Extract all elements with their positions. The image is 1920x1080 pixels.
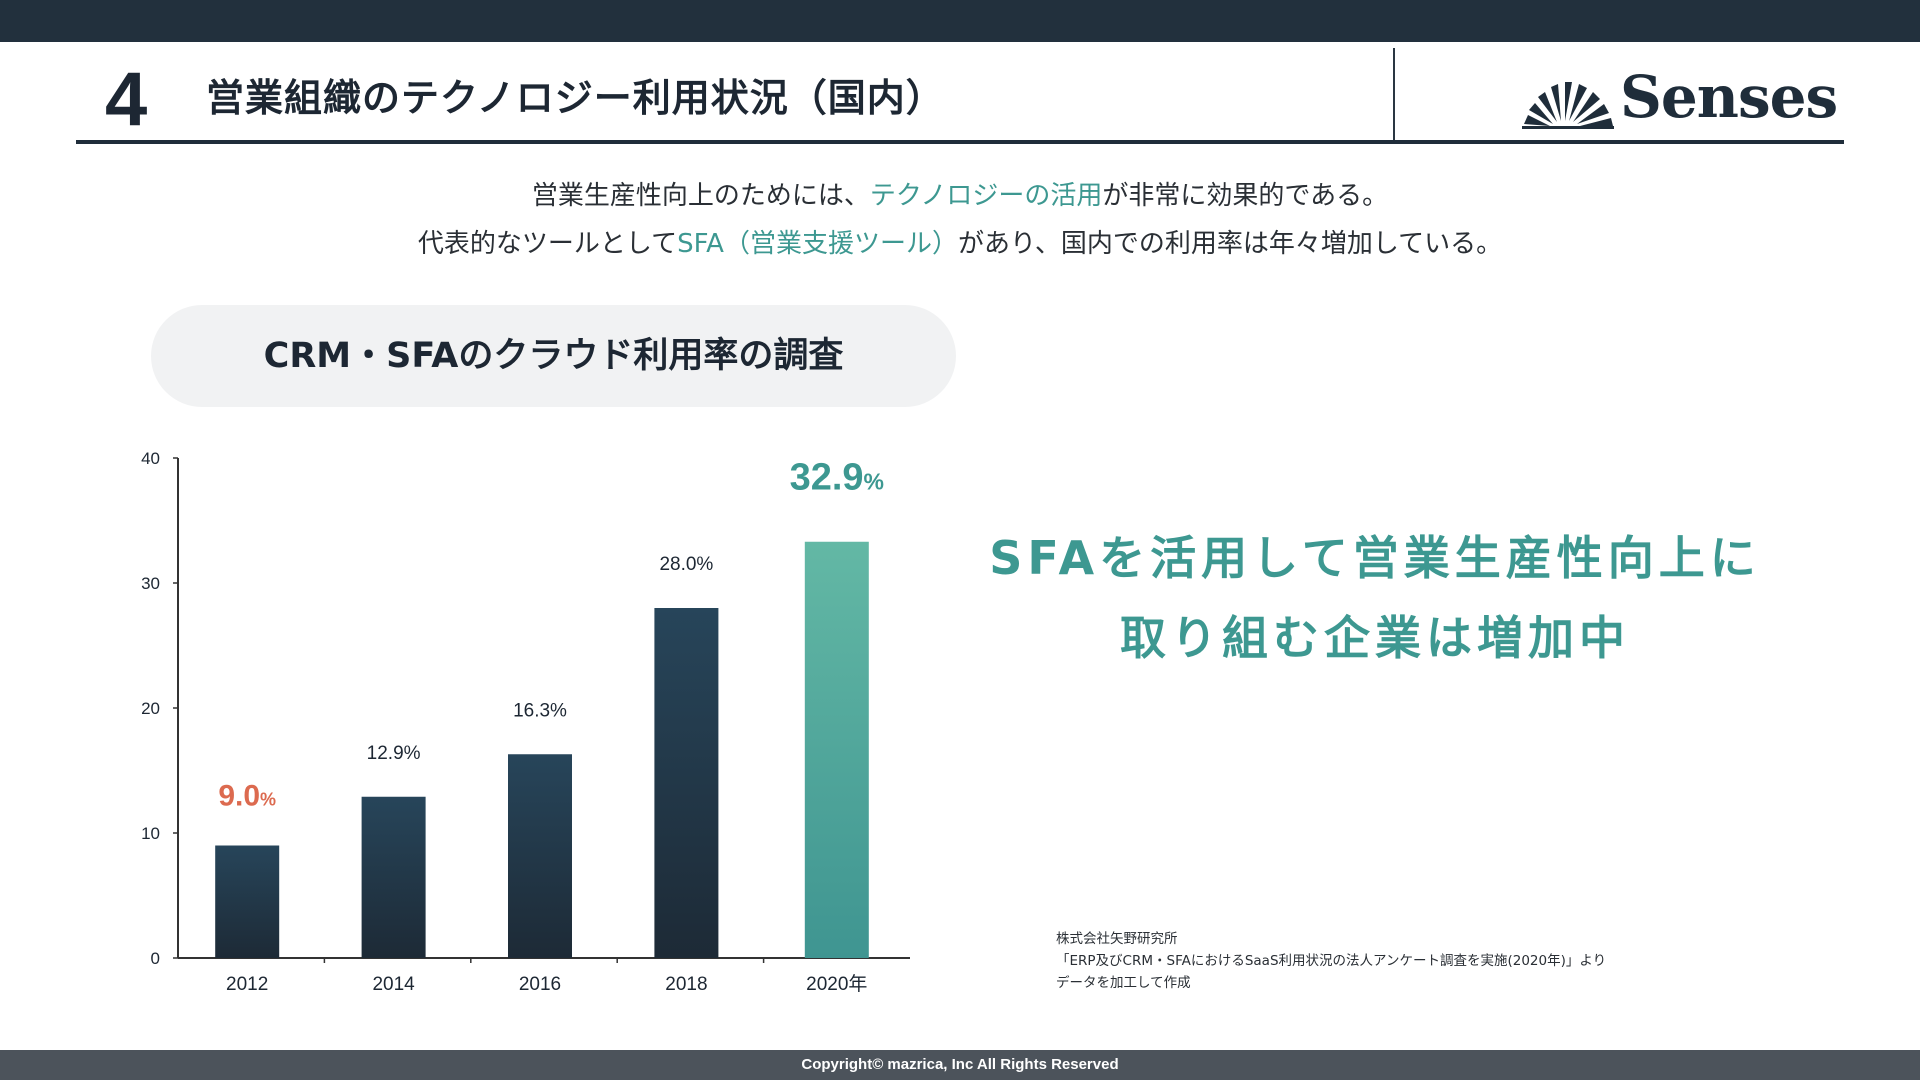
sun-rays-icon xyxy=(1522,82,1614,129)
x-tick-label: 2012 xyxy=(226,974,268,995)
bar xyxy=(361,796,426,958)
headline-line-1: SFAを活用して営業生産性向上に xyxy=(989,531,1761,585)
intro-line-2-b: があり、国内での利用率は年々増加している。 xyxy=(957,229,1503,259)
source-line-2: 「ERP及びCRM・SFAにおけるSaaS利用状況の法人アンケート調査を実施(2… xyxy=(1056,953,1607,969)
section-number: 4 xyxy=(105,57,148,142)
source-note: 株式会社矢野研究所 「ERP及びCRM・SFAにおけるSaaS利用状況の法人アン… xyxy=(1056,928,1606,994)
intro-line-2: 代表的なツールとしてSFA（営業支援ツール）があり、国内での利用率は年々増加して… xyxy=(0,220,1920,268)
x-tick-label: 2014 xyxy=(372,974,415,995)
intro-line-1-a: 営業生産性向上のためには、 xyxy=(531,181,870,211)
page-title: 営業組織のテクノロジー利用状況（国内） xyxy=(206,76,945,120)
bar xyxy=(215,845,280,958)
data-label: 12.9% xyxy=(367,743,421,764)
footer-copyright: Copyright© mazrica, Inc All Rights Reser… xyxy=(0,1050,1920,1080)
data-label-unit: % xyxy=(864,468,884,494)
chart-title: CRM・SFAのクラウド利用率の調査 xyxy=(151,305,956,407)
intro-line-1-accent: テクノロジーの活用 xyxy=(869,181,1103,211)
y-tick-label: 20 xyxy=(141,699,160,718)
headline: SFAを活用して営業生産性向上に 取り組む企業は増加中 xyxy=(960,518,1790,678)
y-tick-label: 40 xyxy=(141,449,160,468)
data-label: 32.9% xyxy=(790,456,884,498)
data-label: 9.0% xyxy=(218,780,276,813)
headline-line-2: 取り組む企業は増加中 xyxy=(1120,611,1630,665)
x-tick-label: 2016 xyxy=(519,974,561,995)
x-tick-label: 2020年 xyxy=(806,973,867,995)
data-label: 28.0% xyxy=(659,554,713,575)
intro-line-2-a: 代表的なツールとして xyxy=(417,229,678,259)
data-label-value: 9.0 xyxy=(218,780,260,813)
bar xyxy=(804,541,869,958)
header-rule xyxy=(76,140,1844,144)
source-line-1: 株式会社矢野研究所 xyxy=(1056,931,1178,947)
data-label: 16.3% xyxy=(513,700,567,721)
source-line-3: データを加工して作成 xyxy=(1056,975,1191,991)
header-divider xyxy=(1393,48,1395,140)
intro-line-1: 営業生産性向上のためには、テクノロジーの活用が非常に効果的である。 xyxy=(0,172,1920,220)
top-bar xyxy=(0,0,1920,42)
y-tick-label: 30 xyxy=(141,574,160,593)
bar xyxy=(508,754,572,958)
intro-line-2-accent: SFA（営業支援ツール） xyxy=(677,229,958,259)
y-tick-label: 10 xyxy=(141,824,160,843)
bar xyxy=(654,608,719,958)
y-tick-label: 0 xyxy=(151,949,160,968)
bar-chart: 0 10 20 30 40 2012 9.0% 2014 12.9% 2016 16.3% 2018 2… xyxy=(141,449,910,995)
data-label-value: 32.9 xyxy=(790,456,864,498)
x-tick-label: 2018 xyxy=(665,974,707,995)
senses-logo: Senses xyxy=(1520,62,1838,132)
intro-line-1-b: が非常に効果的である。 xyxy=(1102,181,1389,211)
intro-text: 営業生産性向上のためには、テクノロジーの活用が非常に効果的である。 代表的なツー… xyxy=(0,172,1920,268)
data-label-unit: % xyxy=(260,790,276,810)
logo-text: Senses xyxy=(1620,63,1838,131)
